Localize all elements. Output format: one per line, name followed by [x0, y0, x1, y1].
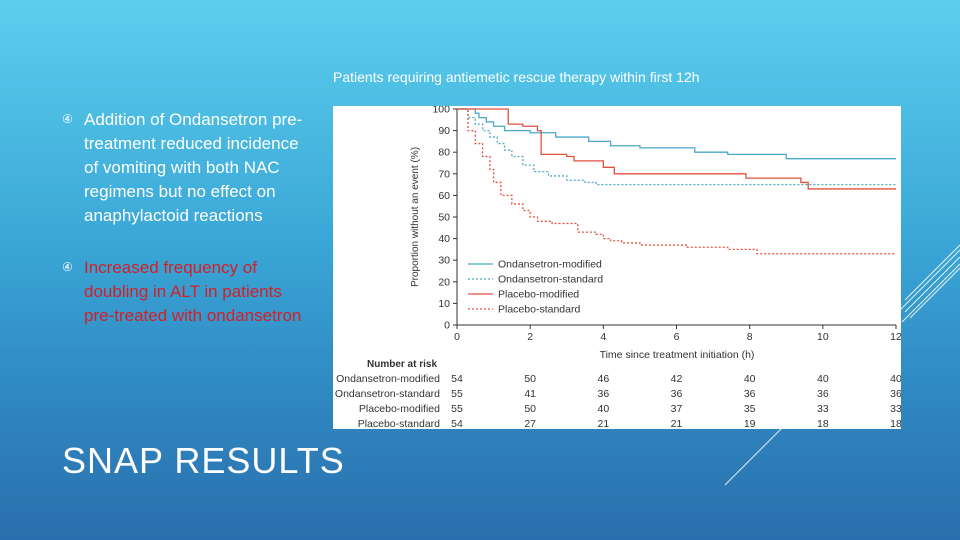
x-tick-label: 12 — [890, 331, 901, 343]
series-line-2 — [457, 108, 896, 190]
x-tick-label: 2 — [527, 331, 533, 343]
risk-value: 40 — [817, 373, 829, 385]
y-tick-label: 30 — [438, 255, 450, 267]
legend-label: Placebo-modified — [498, 289, 579, 301]
risk-value: 40 — [890, 373, 901, 385]
risk-value: 19 — [744, 418, 756, 429]
y-tick-label: 40 — [438, 233, 450, 245]
y-tick-label: 20 — [438, 276, 450, 288]
y-tick-label: 70 — [438, 168, 450, 180]
risk-value: 54 — [451, 373, 463, 385]
x-tick-label: 8 — [747, 331, 753, 343]
legend-label: Placebo-standard — [498, 304, 580, 316]
risk-value: 41 — [524, 388, 536, 400]
risk-value: 46 — [597, 373, 609, 385]
circled-number-bullet-icon: ④ — [62, 260, 73, 274]
circled-number-bullet-icon: ④ — [62, 112, 73, 126]
bullet-item: ④ Addition of Ondansetron pre-treatment … — [62, 108, 312, 228]
series-line-3 — [457, 108, 896, 255]
risk-value: 42 — [671, 373, 683, 385]
series-line-0 — [457, 108, 896, 160]
risk-row-label: Ondansetron-standard — [335, 388, 440, 400]
series-line-1 — [457, 108, 896, 186]
bullet-text: Increased frequency of doubling in ALT i… — [84, 258, 302, 325]
risk-value: 37 — [671, 403, 683, 415]
risk-value: 18 — [817, 418, 829, 429]
slide-title: SNAP RESULTS — [62, 440, 345, 481]
risk-value: 36 — [671, 388, 683, 400]
risk-value: 55 — [451, 403, 463, 415]
risk-value: 36 — [744, 388, 756, 400]
y-axis-label: Proportion without an event (%) — [410, 147, 421, 287]
risk-value: 21 — [671, 418, 683, 429]
risk-table-title: Number at risk — [367, 359, 437, 370]
risk-value: 27 — [524, 418, 536, 429]
risk-value: 21 — [597, 418, 609, 429]
chart-caption: Patients requiring antiemetic rescue the… — [333, 69, 700, 85]
risk-value: 50 — [524, 373, 536, 385]
bullet-text: Addition of Ondansetron pre-treatment re… — [84, 110, 303, 225]
x-tick-label: 6 — [674, 331, 680, 343]
x-tick-label: 10 — [817, 331, 829, 343]
x-axis-label: Time since treatment initiation (h) — [600, 349, 755, 361]
risk-row-label: Placebo-standard — [358, 418, 440, 429]
risk-row-label: Ondansetron-modified — [336, 373, 440, 385]
risk-value: 36 — [817, 388, 829, 400]
risk-value: 55 — [451, 388, 463, 400]
risk-value: 36 — [890, 388, 901, 400]
y-tick-label: 90 — [438, 125, 450, 137]
y-tick-label: 50 — [438, 212, 450, 224]
x-tick-label: 4 — [600, 331, 606, 343]
bullet-item: ④ Increased frequency of doubling in ALT… — [62, 256, 312, 328]
y-tick-label: 80 — [438, 147, 450, 159]
chart-panel: 0 10 20 30 40 50 60 70 80 90 100 0 2 4 6 8 10 12 Ondanset… — [333, 106, 901, 429]
risk-value: 50 — [524, 403, 536, 415]
y-tick-label: 60 — [438, 190, 450, 202]
risk-value: 33 — [890, 403, 901, 415]
risk-value: 40 — [744, 373, 756, 385]
y-tick-label: 10 — [438, 298, 450, 310]
x-tick-label: 0 — [454, 331, 460, 343]
y-tick-label: 100 — [432, 106, 450, 116]
legend-label: Ondansetron-modified — [498, 259, 602, 271]
bullet-list: ④ Addition of Ondansetron pre-treatment … — [62, 108, 312, 356]
risk-value: 54 — [451, 418, 463, 429]
risk-value: 33 — [817, 403, 829, 415]
legend-label: Ondansetron-standard — [498, 274, 603, 286]
risk-value: 36 — [597, 388, 609, 400]
risk-value: 40 — [597, 403, 609, 415]
risk-value: 35 — [744, 403, 756, 415]
risk-value: 18 — [890, 418, 901, 429]
y-tick-label: 0 — [444, 320, 450, 332]
risk-row-label: Placebo-modified — [359, 403, 440, 415]
